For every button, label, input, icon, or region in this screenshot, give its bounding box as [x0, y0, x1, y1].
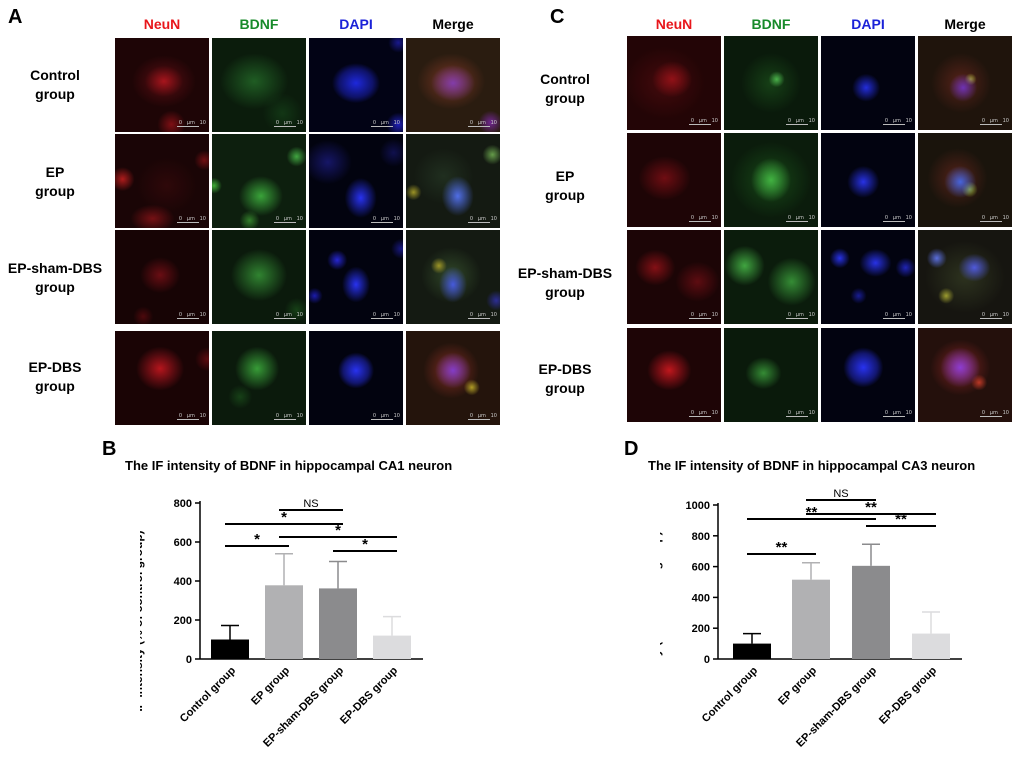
bar-chart-ca3: IF intensity (% of control group) 0 200 400…	[660, 488, 962, 750]
panel-letter-a: A	[8, 6, 23, 28]
micrograph-c-ep-merge: 0 μm 10	[918, 133, 1012, 227]
y-tick-label: 400	[174, 576, 192, 588]
significance-label: NS	[833, 488, 848, 500]
micrograph-c-control-dapi: 0 μm 10	[821, 36, 915, 130]
channel-label-bdnf-c: BDNF	[751, 16, 791, 32]
micrograph-a-sham-neun: 0 μm 10	[115, 230, 209, 324]
bar	[265, 585, 303, 659]
significance-label: **	[806, 504, 818, 521]
micrograph-a-control-bdnf: 0 μm 10	[212, 38, 306, 132]
row-label-ep-sham-dbs-a: EP-sham-DBS group	[7, 260, 103, 295]
bar	[733, 643, 771, 659]
row-label-control-c: Control group	[540, 71, 590, 106]
significance-label: *	[254, 531, 260, 548]
significance-label: **	[776, 539, 788, 556]
category-label: EP group	[249, 664, 292, 707]
chart-title-ca3: The IF intensity of BDNF in hippocampal …	[648, 458, 976, 473]
significance-label: **	[865, 499, 877, 516]
y-tick-label: 400	[692, 592, 710, 604]
bar	[852, 565, 890, 659]
micrograph-c-dbs-dapi: 0 μm 10	[821, 328, 915, 422]
y-axis-label: IF intensity (% of control group)	[140, 530, 145, 711]
micrograph-a-sham-merge: 0 μm 10	[406, 230, 500, 324]
micrograph-c-sham-neun: 0 μm 10	[627, 230, 721, 324]
significance-label: *	[281, 509, 287, 526]
bar-chart-ca1: IF intensity (% of control group) 0 200 400…	[140, 498, 423, 750]
micrograph-c-ep-neun: 0 μm 10	[627, 133, 721, 227]
panel-letter-d: D	[624, 438, 639, 460]
micrograph-c-control-merge: 0 μm 10	[918, 36, 1012, 130]
y-tick-label: 800	[692, 531, 710, 543]
significance-label: NS	[303, 498, 318, 510]
micrograph-a-control-neun: 0 μm 10	[115, 38, 209, 132]
micrograph-a-ep-neun: 0 μm 10	[115, 134, 209, 228]
channel-label-neun-a: NeuN	[143, 16, 181, 32]
channel-label-merge-c: Merge	[944, 16, 986, 32]
category-label: EP-DBS group	[338, 664, 400, 726]
row-label-ep-dbs-a: EP-DBS group	[28, 359, 82, 394]
micrograph-c-dbs-neun: 0 μm 10	[627, 328, 721, 422]
micrograph-c-sham-bdnf: 0 μm 10	[724, 230, 818, 324]
bar	[792, 579, 830, 659]
micrograph-c-dbs-bdnf: 0 μm 10	[724, 328, 818, 422]
significance-label: **	[895, 511, 907, 528]
row-label-ep-dbs-c: EP-DBS group	[538, 361, 592, 396]
bar	[373, 635, 411, 659]
micrograph-a-sham-dapi: 0 μm 10	[309, 230, 403, 324]
bar	[319, 588, 357, 659]
panel-letter-b: B	[102, 438, 117, 460]
significance-label: *	[335, 522, 341, 539]
micrograph-a-ep-merge: 0 μm 10	[406, 134, 500, 228]
micrograph-a-ep-bdnf: 0 μm 10	[212, 134, 306, 228]
bar	[211, 639, 249, 659]
micrograph-a-dbs-merge: 0 μm 10	[406, 331, 500, 425]
micrograph-a-dbs-neun: 0 μm 10	[115, 331, 209, 425]
panel-letter-c: C	[550, 6, 565, 28]
micrograph-a-sham-bdnf: 0 μm 10	[212, 230, 306, 324]
y-tick-label: 0	[704, 654, 710, 666]
micrograph-c-control-neun: 0 μm 10	[627, 36, 721, 130]
channel-label-neun-c: NeuN	[655, 16, 693, 32]
micrograph-c-ep-bdnf: 0 μm 10	[724, 133, 818, 227]
y-tick-label: 200	[692, 623, 710, 635]
channel-label-merge-a: Merge	[432, 16, 474, 32]
micrograph-a-control-merge: 0 μm 10	[406, 38, 500, 132]
micrograph-c-control-bdnf: 0 μm 10	[724, 36, 818, 130]
micrograph-c-dbs-merge: 0 μm 10	[918, 328, 1012, 422]
y-axis-label: IF intensity (% of control group)	[660, 531, 663, 712]
y-tick-label: 0	[186, 654, 192, 666]
y-tick-label: 600	[174, 537, 192, 549]
significance-label: *	[362, 536, 368, 553]
y-tick-label: 200	[174, 615, 192, 627]
y-tick-label: 800	[174, 498, 192, 510]
row-label-ep-a: EP group	[35, 164, 75, 199]
micrograph-a-dbs-dapi: 0 μm 10	[309, 331, 403, 425]
category-label: EP-DBS group	[877, 664, 939, 726]
chart-title-ca1: The IF intensity of BDNF in hippocampal …	[125, 458, 453, 473]
channel-label-bdnf-a: BDNF	[239, 16, 279, 32]
micrograph-a-dbs-bdnf: 0 μm 10	[212, 331, 306, 425]
y-tick-label: 600	[692, 562, 710, 574]
category-label: EP group	[776, 664, 819, 707]
bar	[912, 633, 950, 659]
micrograph-c-ep-dapi: 0 μm 10	[821, 133, 915, 227]
micrograph-a-ep-dapi: 0 μm 10	[309, 134, 403, 228]
micrograph-c-sham-merge: 0 μm 10	[918, 230, 1012, 324]
micrograph-c-sham-dapi: 0 μm 10	[821, 230, 915, 324]
category-label: Control group	[178, 664, 239, 725]
category-label: Control group	[700, 664, 761, 725]
channel-label-dapi-c: DAPI	[851, 16, 885, 32]
row-label-ep-c: EP group	[545, 168, 585, 203]
row-label-ep-sham-dbs-c: EP-sham-DBS group	[517, 265, 613, 300]
micrograph-a-control-dapi: 0 μm 10	[309, 38, 403, 132]
channel-label-dapi-a: DAPI	[339, 16, 373, 32]
y-tick-label: 1000	[686, 500, 710, 512]
row-label-control-a: Control group	[30, 67, 80, 102]
